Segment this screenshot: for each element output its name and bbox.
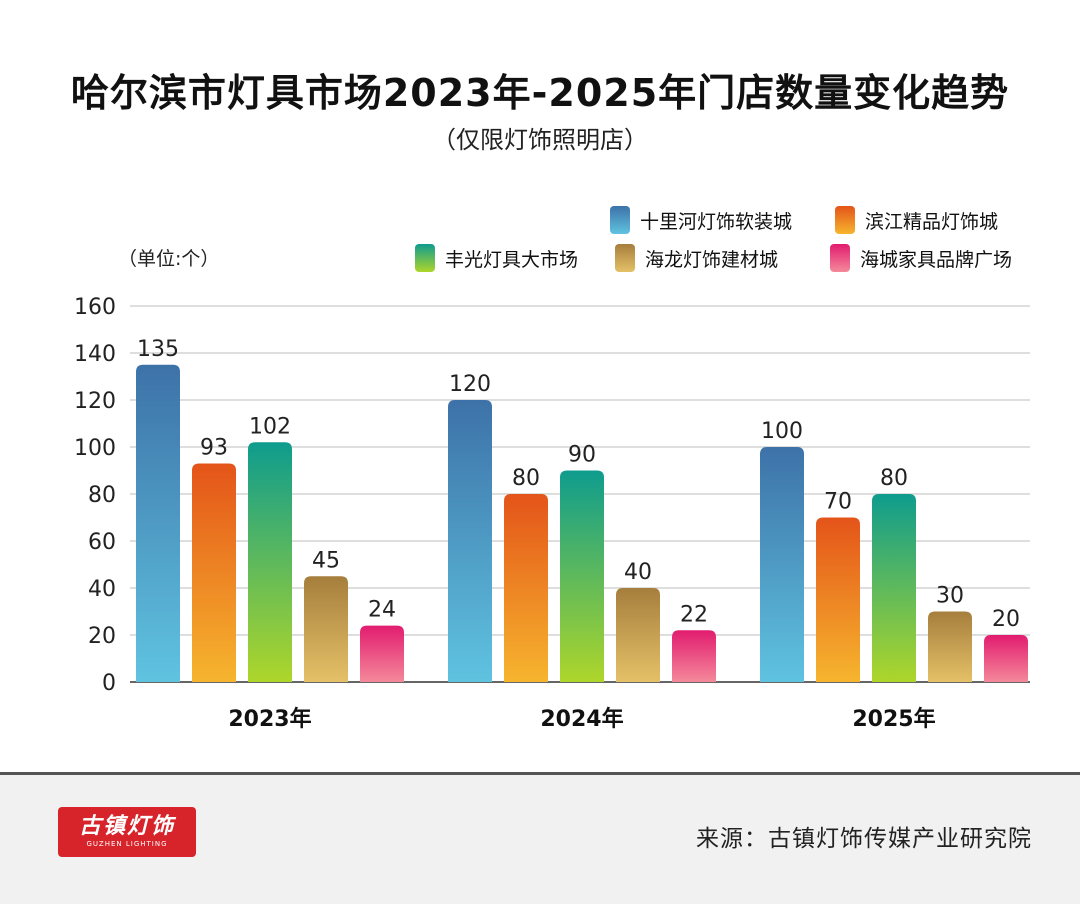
y-tick-label-0: 0	[102, 671, 116, 696]
bar-1-0	[448, 400, 492, 682]
source-credit: 来源：古镇灯饰传媒产业研究院	[696, 826, 1032, 852]
legend-item-series-1: 滨江精品灯饰城	[835, 206, 998, 234]
logo-text: 古镇灯饰	[78, 814, 175, 839]
data-label-1-3: 40	[624, 560, 652, 585]
y-tick-label-160: 160	[74, 295, 116, 320]
x-tick-label-1: 2024年	[540, 706, 623, 732]
legend-label-series-2: 丰光灯具大市场	[445, 248, 579, 271]
data-label-2-1: 70	[824, 490, 852, 515]
bar-0-1	[192, 463, 236, 682]
data-label-0-0: 135	[137, 337, 179, 362]
legend-swatch-series-3	[615, 244, 635, 272]
y-tick-label-100: 100	[74, 436, 116, 461]
bar-1-3	[616, 588, 660, 682]
data-label-0-2: 102	[249, 414, 291, 439]
legend-label-series-3: 海龙灯饰建材城	[645, 248, 779, 271]
data-label-1-4: 22	[680, 602, 708, 627]
chart-subtitle: （仅限灯饰照明店）	[432, 126, 648, 154]
bar-0-4	[360, 625, 404, 682]
legend-item-series-4: 海城家具品牌广场	[830, 244, 1012, 272]
legend-item-series-0: 十里河灯饰软装城	[610, 206, 792, 234]
y-tick-label-80: 80	[88, 483, 116, 508]
legend-label-series-0: 十里河灯饰软装城	[640, 210, 793, 233]
data-label-1-1: 80	[512, 466, 540, 491]
legend-item-series-2: 丰光灯具大市场	[415, 244, 578, 272]
y-tick-label-140: 140	[74, 342, 116, 367]
y-tick-label-40: 40	[88, 577, 116, 602]
data-label-1-0: 120	[449, 372, 491, 397]
data-label-2-3: 30	[936, 584, 964, 609]
data-label-2-4: 20	[992, 607, 1020, 632]
bar-2-2	[872, 494, 916, 682]
y-tick-label-60: 60	[88, 530, 116, 555]
legend-label-series-1: 滨江精品灯饰城	[865, 210, 999, 233]
legend-swatch-series-2	[415, 244, 435, 272]
y-tick-label-20: 20	[88, 624, 116, 649]
bar-2-0	[760, 447, 804, 682]
bar-0-0	[136, 364, 180, 682]
guzhen-lighting-logo: 古镇灯饰 GUZHEN LIGHTING	[58, 807, 196, 857]
legend-label-series-4: 海城家具品牌广场	[860, 248, 1013, 271]
logo-subtext: GUZHEN LIGHTING	[86, 840, 168, 848]
data-label-1-2: 90	[568, 443, 596, 468]
bar-2-1	[816, 517, 860, 682]
y-axis-unit-label: （单位:个）	[118, 248, 220, 270]
data-label-2-2: 80	[880, 466, 908, 491]
data-label-0-3: 45	[312, 548, 340, 573]
chart-title: 哈尔滨市灯具市场2023年-2025年门店数量变化趋势	[70, 71, 1010, 115]
legend-swatch-series-4	[830, 244, 850, 272]
bar-2-4	[984, 635, 1028, 682]
bar-0-2	[248, 442, 292, 682]
legend-swatch-series-1	[835, 206, 855, 234]
bar-1-4	[672, 630, 716, 682]
data-label-2-0: 100	[761, 419, 803, 444]
y-tick-label-120: 120	[74, 389, 116, 414]
footer: 古镇灯饰 GUZHEN LIGHTING 来源：古镇灯饰传媒产业研究院	[0, 772, 1080, 904]
data-label-0-1: 93	[200, 435, 228, 460]
data-label-0-4: 24	[368, 598, 396, 623]
bar-1-1	[504, 494, 548, 682]
legend-item-series-3: 海龙灯饰建材城	[615, 244, 778, 272]
bar-1-2	[560, 470, 604, 682]
x-tick-label-0: 2023年	[228, 706, 311, 732]
x-tick-label-2: 2025年	[852, 706, 935, 732]
bar-chart: 0 20 40 60 80 100 120 140 160 135 93 102 45 24 2023年 12…	[74, 295, 1030, 732]
bar-2-3	[928, 611, 972, 682]
bar-0-3	[304, 576, 348, 682]
legend-swatch-series-0	[610, 206, 630, 234]
